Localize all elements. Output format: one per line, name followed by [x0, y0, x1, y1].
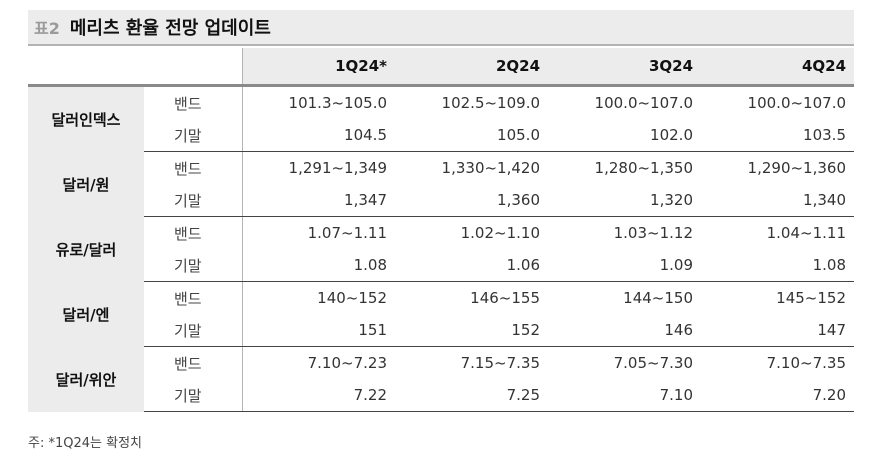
cell-value: 1,290~1,360: [747, 159, 846, 177]
cell-value: 1,330~1,420: [441, 159, 540, 177]
table-title: 메리츠 환율 전망 업데이트: [69, 18, 271, 39]
cell-value: 102.5~109.0: [441, 94, 540, 112]
table-title-bar: 표2 메리츠 환율 전망 업데이트: [28, 10, 854, 46]
table-row: 달러/원 밴드 1,291~1,349 1,330~1,420 1,280~1,…: [28, 151, 854, 217]
cell-value: 7.25: [395, 379, 548, 412]
cell-value: 100.0~107.0: [594, 94, 693, 112]
cell-value: 7.20: [701, 379, 854, 412]
cell-value: 101.3~105.0: [288, 94, 387, 112]
currency-label: 유로/달러: [28, 216, 144, 282]
cell-value: 100.0~107.0: [747, 94, 846, 112]
row-type-label: 밴드: [144, 216, 243, 249]
row-type-label: 기말: [144, 184, 243, 217]
row-type-label: 기말: [144, 249, 243, 282]
table-row: 달러인덱스 밴드 101.3~105.0 102.5~109.0 100.0~1…: [28, 85, 854, 152]
currency-label: 달러인덱스: [28, 85, 144, 152]
row-type-label: 밴드: [144, 151, 243, 184]
cell-value: 151: [242, 314, 395, 347]
table-row: 기말 104.5 105.0 102.0 103.5: [28, 119, 854, 152]
cell-value: 1,340: [701, 184, 854, 217]
cell-value: 1.08: [242, 249, 395, 282]
cell-value: 1.06: [395, 249, 548, 282]
table-row: 달러/엔 밴드 140~152 146~155 144~150 145~152: [28, 281, 854, 347]
cell-value: 1.04~1.11: [766, 224, 846, 242]
table-row: 기말 151 152 146 147: [28, 314, 854, 347]
cell-value: 146~155: [470, 289, 540, 307]
header-blank: [144, 48, 243, 87]
header-quarter: 4Q24: [701, 48, 854, 87]
footnote: 주: *1Q24는 확정치: [28, 436, 142, 451]
currency-label: 달러/위안: [28, 346, 144, 412]
cell-value: 1,347: [242, 184, 395, 217]
fx-forecast-table: 1Q24* 2Q24 3Q24 4Q24 달러인덱스 밴드 101.3~105.…: [28, 48, 854, 412]
cell-value: 7.15~7.35: [460, 354, 540, 372]
cell-value: 7.10~7.23: [307, 354, 387, 372]
cell-value: 7.10: [548, 379, 701, 412]
row-type-label: 밴드: [144, 346, 243, 379]
cell-value: 1.02~1.10: [460, 224, 540, 242]
cell-value: 102.0: [548, 119, 701, 152]
cell-value: 140~152: [317, 289, 387, 307]
header-blank: [28, 48, 144, 87]
row-type-label: 기말: [144, 379, 243, 412]
cell-value: 1.09: [548, 249, 701, 282]
cell-value: 147: [701, 314, 854, 347]
table-row: 기말 1.08 1.06 1.09 1.08: [28, 249, 854, 282]
cell-value: 1,280~1,350: [594, 159, 693, 177]
header-quarter: 1Q24*: [242, 48, 395, 87]
currency-label: 달러/엔: [28, 281, 144, 347]
cell-value: 1,360: [395, 184, 548, 217]
cell-value: 7.05~7.30: [613, 354, 693, 372]
row-type-label: 밴드: [144, 281, 243, 314]
row-type-label: 기말: [144, 314, 243, 347]
cell-value: 105.0: [395, 119, 548, 152]
cell-value: 104.5: [242, 119, 395, 152]
cell-value: 7.22: [242, 379, 395, 412]
cell-value: 1,291~1,349: [288, 159, 387, 177]
header-quarter: 2Q24: [395, 48, 548, 87]
row-type-label: 밴드: [144, 85, 243, 119]
cell-value: 103.5: [701, 119, 854, 152]
table-number: 표2: [34, 19, 60, 38]
header-row: 1Q24* 2Q24 3Q24 4Q24: [28, 48, 854, 87]
cell-value: 7.10~7.35: [766, 354, 846, 372]
cell-value: 1.07~1.11: [307, 224, 387, 242]
cell-value: 1.08: [701, 249, 854, 282]
cell-value: 145~152: [776, 289, 846, 307]
table-row: 기말 7.22 7.25 7.10 7.20: [28, 379, 854, 412]
row-type-label: 기말: [144, 119, 243, 152]
currency-label: 달러/원: [28, 151, 144, 217]
cell-value: 1,320: [548, 184, 701, 217]
cell-value: 144~150: [623, 289, 693, 307]
table-row: 기말 1,347 1,360 1,320 1,340: [28, 184, 854, 217]
cell-value: 146: [548, 314, 701, 347]
table-row: 달러/위안 밴드 7.10~7.23 7.15~7.35 7.05~7.30 7…: [28, 346, 854, 412]
header-quarter: 3Q24: [548, 48, 701, 87]
cell-value: 1.03~1.12: [613, 224, 693, 242]
cell-value: 152: [395, 314, 548, 347]
table-row: 유로/달러 밴드 1.07~1.11 1.02~1.10 1.03~1.12 1…: [28, 216, 854, 282]
